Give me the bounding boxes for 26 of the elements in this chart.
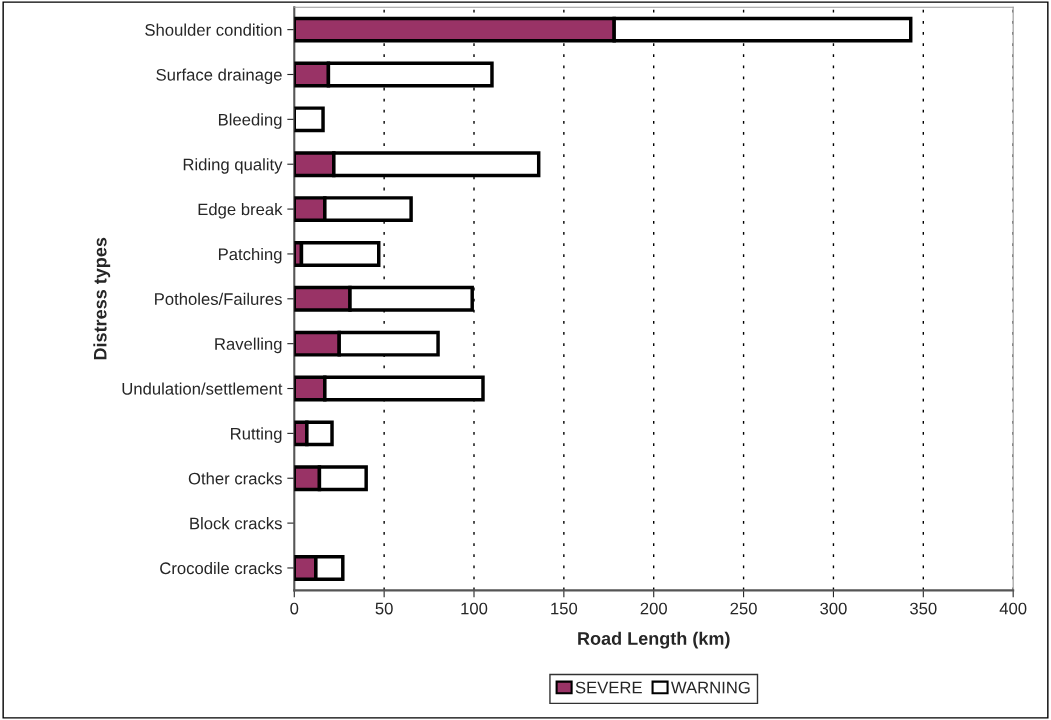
y-tick-label: Block cracks (190, 517, 282, 530)
x-tick-label: 200 (640, 602, 667, 615)
y-tick-label: Potholes/Failures (155, 292, 282, 305)
y-tick-label: Other cracks (188, 472, 282, 485)
x-tick-label: 100 (461, 602, 488, 615)
y-tick-label: Surface drainage (156, 68, 282, 84)
y-tick-label: Undulation/settlement (122, 382, 283, 395)
x-axis-title: Road Length (km) (578, 631, 730, 649)
y-tick-label: Crocodile cracks (160, 561, 282, 575)
y-tick-label: Rutting (231, 427, 282, 443)
y-tick-label: Ravelling (215, 337, 282, 354)
x-tick-label: 400 (999, 602, 1027, 615)
y-tick-label: Bleeding (218, 113, 282, 129)
x-tick-label: 250 (730, 602, 757, 615)
y-tick-label: Shoulder condition (145, 23, 282, 36)
legend-label: WARNING (670, 681, 750, 694)
y-axis-title: Distress types (93, 237, 111, 360)
y-tick-label: Patching (218, 247, 282, 264)
x-tick-label: 50 (375, 602, 393, 615)
y-tick-label: Edge break (198, 203, 283, 219)
y-tick-label: Riding quality (183, 158, 283, 174)
legend-label: SEVERE (575, 681, 642, 694)
x-tick-label: 150 (551, 602, 578, 615)
x-tick-label: 0 (290, 602, 299, 615)
x-tick-label: 300 (820, 602, 847, 615)
x-tick-label: 350 (910, 602, 937, 615)
